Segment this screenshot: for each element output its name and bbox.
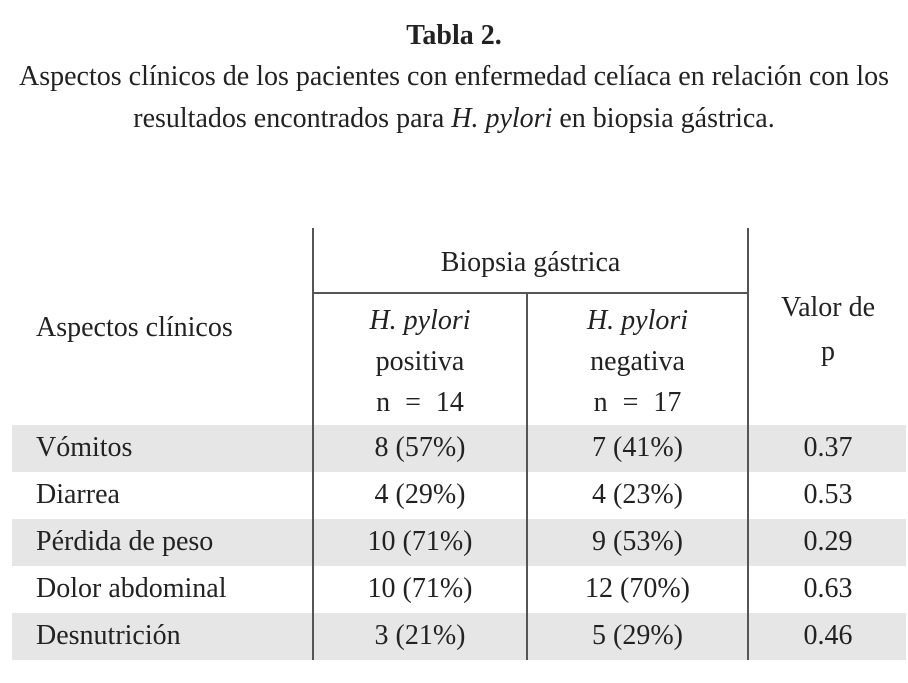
caption-text: en biopsia gástrica. bbox=[552, 103, 775, 134]
subheader-line: H. pylori bbox=[586, 305, 689, 336]
caption-text: Aspectos clínicos de los pacientes con e… bbox=[19, 61, 889, 134]
table-cell: 7 (41%) bbox=[592, 432, 683, 463]
column-rule bbox=[312, 228, 314, 660]
header-cell: Valor de p bbox=[780, 292, 876, 367]
row-shade bbox=[12, 519, 906, 566]
table-cell: 4 (29%) bbox=[374, 479, 466, 510]
column-rule bbox=[526, 293, 528, 660]
table-cell: 0.46 bbox=[803, 620, 853, 651]
row-shade bbox=[12, 425, 906, 472]
table-cell: 0.29 bbox=[803, 526, 853, 557]
subheader-line: n = 17 bbox=[593, 387, 682, 418]
table-caption: Aspectos clínicos de los pacientes con e… bbox=[19, 56, 889, 140]
caption-italic: H. pylori bbox=[451, 103, 553, 134]
table-cell: 9 (53%) bbox=[592, 526, 683, 557]
table-cell: 3 (21%) bbox=[374, 620, 466, 651]
row-shade bbox=[12, 613, 906, 660]
subheader-cell: H. pylori negativa n = 17 bbox=[528, 300, 747, 423]
row-label: Dolor abdominal bbox=[36, 573, 227, 604]
table-title: Tabla 2. bbox=[406, 20, 502, 51]
subheader-line: positiva bbox=[375, 346, 465, 377]
table-cell: 4 (23%) bbox=[592, 479, 683, 510]
header-cell: Aspectos clínicos bbox=[36, 312, 233, 343]
table-cell: 10 (71%) bbox=[367, 573, 473, 604]
table-cell: 0.37 bbox=[803, 432, 853, 463]
table-cell: 10 (71%) bbox=[367, 526, 473, 557]
table-cell: 5 (29%) bbox=[592, 620, 683, 651]
group-rule bbox=[312, 292, 749, 294]
subheader-line: negativa bbox=[590, 346, 685, 377]
row-label: Desnutrición bbox=[36, 620, 181, 651]
group-header: Biopsia gástrica bbox=[440, 247, 621, 278]
column-rule bbox=[747, 228, 749, 660]
row-label: Diarrea bbox=[36, 479, 120, 510]
subheader-cell: H. pylori positiva n = 14 bbox=[314, 300, 526, 423]
table-cell: 8 (57%) bbox=[374, 432, 466, 463]
table-cell: 0.53 bbox=[803, 479, 853, 510]
subheader-line: n = 14 bbox=[376, 387, 464, 418]
table-cell: 12 (70%) bbox=[585, 573, 690, 604]
row-label: Vómitos bbox=[36, 432, 133, 463]
table-cell: 0.63 bbox=[803, 573, 853, 604]
row-label: Pérdida de peso bbox=[36, 526, 214, 557]
subheader-line: H. pylori bbox=[369, 305, 471, 336]
